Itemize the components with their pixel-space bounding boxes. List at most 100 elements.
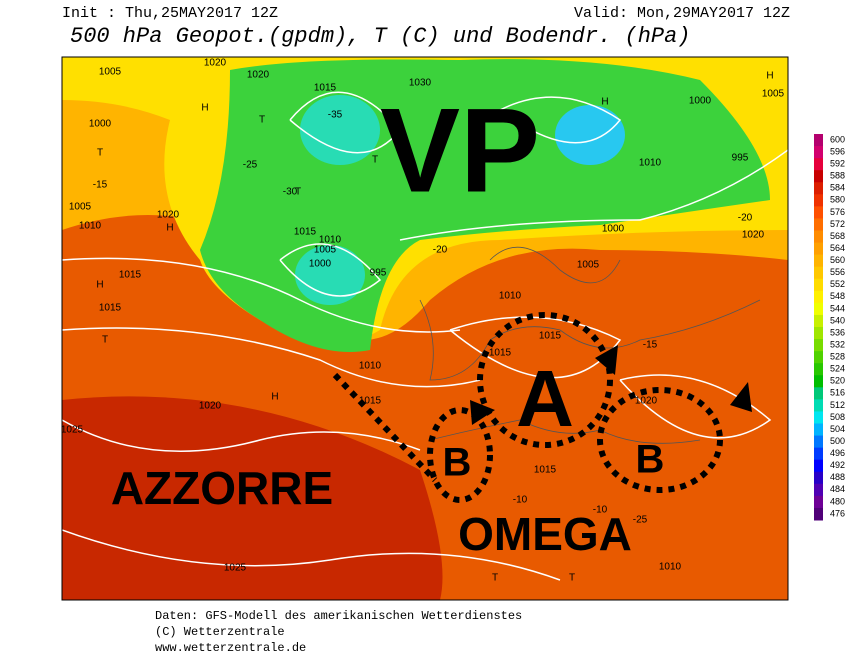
colorbar-swatch [814, 363, 823, 376]
colorbar-label: 524 [830, 364, 845, 374]
pressure-center: H [601, 97, 608, 108]
colorbar-label: 592 [830, 159, 845, 169]
coastlines [419, 246, 761, 444]
pressure-center: H [766, 71, 773, 82]
map-value-label: 1000 [89, 119, 112, 130]
map-value-label: 1010 [659, 562, 682, 573]
colorbar-label: 584 [830, 183, 845, 193]
map-value-label: 1015 [534, 465, 557, 476]
colorbar-label: 596 [830, 146, 845, 156]
map-value-label: 1000 [602, 224, 625, 235]
map-value-label: 1015 [489, 348, 512, 359]
map-value-label: 1015 [99, 303, 122, 314]
map-value-label: 1020 [204, 58, 227, 69]
colorbar-label: 492 [830, 460, 845, 470]
init-time: Init : Thu,25MAY2017 12Z [62, 5, 278, 22]
pressure-center: H [201, 103, 208, 114]
footer-line: Daten: GFS-Modell des amerikanischen Wet… [155, 609, 522, 623]
map-title: 500 hPa Geopot.(gpdm), T (C) und Bodendr… [70, 24, 691, 49]
map-value-label: 1010 [79, 221, 102, 232]
omega-outline [332, 312, 723, 503]
footer-line: www.wetterzentrale.de [155, 641, 306, 655]
map-value-label: 1020 [157, 210, 180, 221]
map-value-label: -10 [513, 495, 528, 506]
colorbar-label: 580 [830, 195, 845, 205]
colorbar-label: 496 [830, 448, 845, 458]
colorbar-swatch [814, 302, 823, 316]
colorbar-label: 600 [830, 134, 845, 144]
colorbar-label: 480 [830, 496, 845, 506]
colorbar-swatch [814, 423, 823, 437]
colorbar-swatch [814, 339, 823, 352]
map-value-label: 1025 [61, 425, 84, 436]
warm-area [62, 396, 443, 600]
colorbar-label: 512 [830, 400, 845, 410]
low-label: B [636, 438, 665, 482]
colorbar-swatch [814, 387, 823, 400]
high-label: A [516, 354, 574, 443]
cold-core [300, 95, 380, 165]
pressure-center: H [271, 392, 278, 403]
pressure-center: T [295, 187, 301, 198]
map-labels: 1005102010201030101510001000100599510051… [61, 58, 785, 584]
colorbar-label: 540 [830, 315, 845, 325]
colorbar-swatch [814, 411, 823, 424]
map-value-label: 1010 [319, 235, 342, 246]
colorbar-label: 536 [830, 327, 845, 337]
colorbar-swatch [814, 483, 823, 497]
cold-core [295, 245, 365, 305]
colorbar-swatch [814, 459, 823, 473]
map-value-label: 1020 [199, 401, 222, 412]
colorbar-label: 576 [830, 207, 845, 217]
map-value-label: 1005 [314, 245, 337, 256]
colorbar-label: 484 [830, 484, 845, 494]
colorbar-swatch [814, 351, 823, 364]
map-value-label: 1000 [309, 259, 332, 270]
map-value-label: -15 [93, 180, 108, 191]
map [61, 56, 789, 601]
map-value-label: 1010 [359, 361, 382, 372]
colorbar-swatch [814, 134, 823, 147]
map-value-label: -20 [433, 245, 448, 256]
pressure-center: T [97, 148, 103, 159]
colorbar-label: 568 [830, 231, 845, 241]
colorbar-swatch [814, 194, 823, 207]
colorbar-swatch [814, 507, 823, 521]
colorbar-label: 476 [830, 508, 845, 518]
map-value-label: -30 [283, 187, 298, 198]
colorbar-swatch [814, 218, 823, 231]
colorbar-label: 500 [830, 436, 845, 446]
map-value-label: 1015 [119, 270, 142, 281]
map-value-label: 995 [732, 153, 749, 164]
colorbar-label: 548 [830, 291, 845, 301]
colorbar-swatch [814, 435, 823, 449]
pressure-center: T [492, 573, 498, 584]
pressure-center: T [102, 335, 108, 346]
colorbar-swatch [814, 495, 823, 509]
colorbar-swatch [814, 146, 823, 159]
map-value-label: 1005 [99, 67, 122, 78]
colorbar-swatch [814, 170, 823, 183]
map-value-label: -15 [643, 340, 658, 351]
colorbar-label: 508 [830, 412, 845, 422]
colorbar-swatch [814, 206, 823, 219]
colorbar-swatch [814, 327, 823, 340]
map-value-label: 1015 [294, 227, 317, 238]
colorbar-swatch [814, 471, 823, 485]
map-value-label: 1015 [359, 396, 382, 407]
map-value-label: 995 [370, 268, 387, 279]
omega-label: OMEGA [458, 508, 632, 560]
map-frame [61, 56, 789, 601]
map-value-label: 1015 [314, 83, 337, 94]
colorbar-label: 528 [830, 352, 845, 362]
map-value-label: -35 [328, 110, 343, 121]
map-value-label: 1010 [639, 158, 662, 169]
pressure-center: H [96, 280, 103, 291]
colorbar-swatch [814, 314, 823, 328]
pressure-center: T [259, 115, 265, 126]
map-value-label: -25 [243, 160, 258, 171]
colorbar-swatch [814, 230, 823, 244]
colorbar-label: 556 [830, 267, 845, 277]
map-value-label: 1015 [539, 331, 562, 342]
